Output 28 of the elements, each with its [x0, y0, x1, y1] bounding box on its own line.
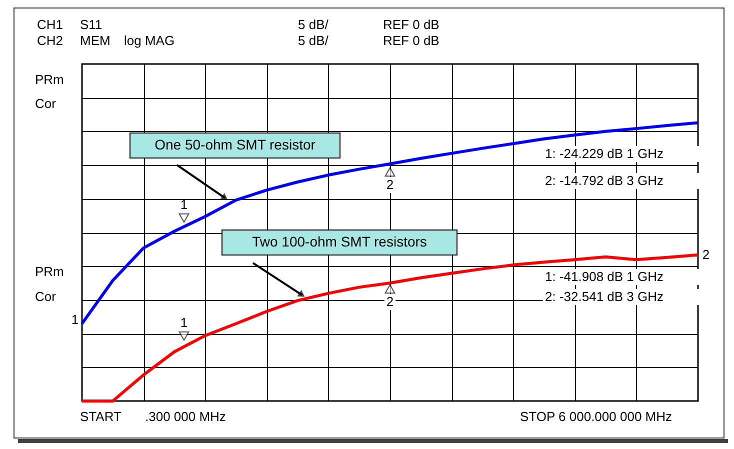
- text: REF 0 dB: [383, 17, 440, 32]
- text: CH2: [37, 33, 64, 48]
- annotation: 2: [386, 177, 394, 192]
- text: 2: [702, 247, 710, 262]
- text: REF 0 dB: [383, 33, 440, 48]
- text: Cor: [35, 96, 57, 111]
- text: 1: [71, 312, 79, 327]
- annotation: 1: -24.229 dB 1 GHz: [545, 146, 664, 161]
- text: START: [80, 409, 122, 424]
- series-label: One 50-ohm SMT resistor: [154, 136, 316, 152]
- text: MEM: [80, 33, 110, 48]
- annotation: 2: [386, 294, 394, 309]
- text: PRm: [35, 72, 64, 87]
- text: PRm: [35, 264, 64, 279]
- text: Cor: [35, 289, 57, 304]
- annotation: 1: -41.908 dB 1 GHz: [545, 269, 664, 284]
- annotation: 2: -32.541 dB 3 GHz: [545, 289, 664, 304]
- series-label: Two 100-ohm SMT resistors: [252, 234, 427, 250]
- text: 5 dB/: [298, 17, 329, 32]
- text: 5 dB/: [298, 33, 329, 48]
- text: S11: [80, 17, 102, 32]
- annotation: 1: [180, 197, 188, 212]
- text: .300 000 MHz: [145, 409, 226, 424]
- text: log MAG: [124, 33, 175, 48]
- annotation: 2: -14.792 dB 3 GHz: [545, 173, 664, 188]
- text: CH1: [37, 17, 64, 32]
- annotation: 1: [180, 315, 188, 330]
- text: STOP 6 000.000 000 MHz: [520, 409, 672, 424]
